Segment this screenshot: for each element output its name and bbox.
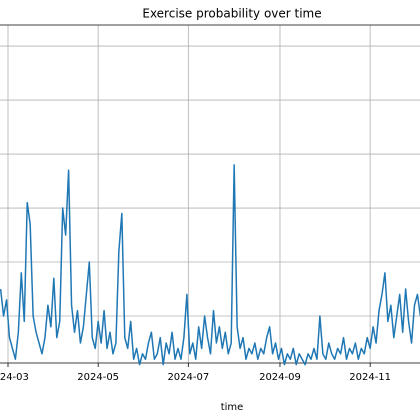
x-tick-label: 2024-05 bbox=[77, 372, 119, 383]
x-axis-label: time bbox=[221, 402, 244, 413]
line-series bbox=[0, 164, 420, 366]
chart-title: Exercise probability over time bbox=[142, 7, 321, 21]
x-tick-label: 2024-11 bbox=[349, 372, 391, 383]
x-tick-label: 2024-07 bbox=[167, 372, 209, 383]
x-tick-label: 2024-03 bbox=[0, 372, 29, 383]
x-tick-label: 2024-09 bbox=[259, 372, 301, 383]
